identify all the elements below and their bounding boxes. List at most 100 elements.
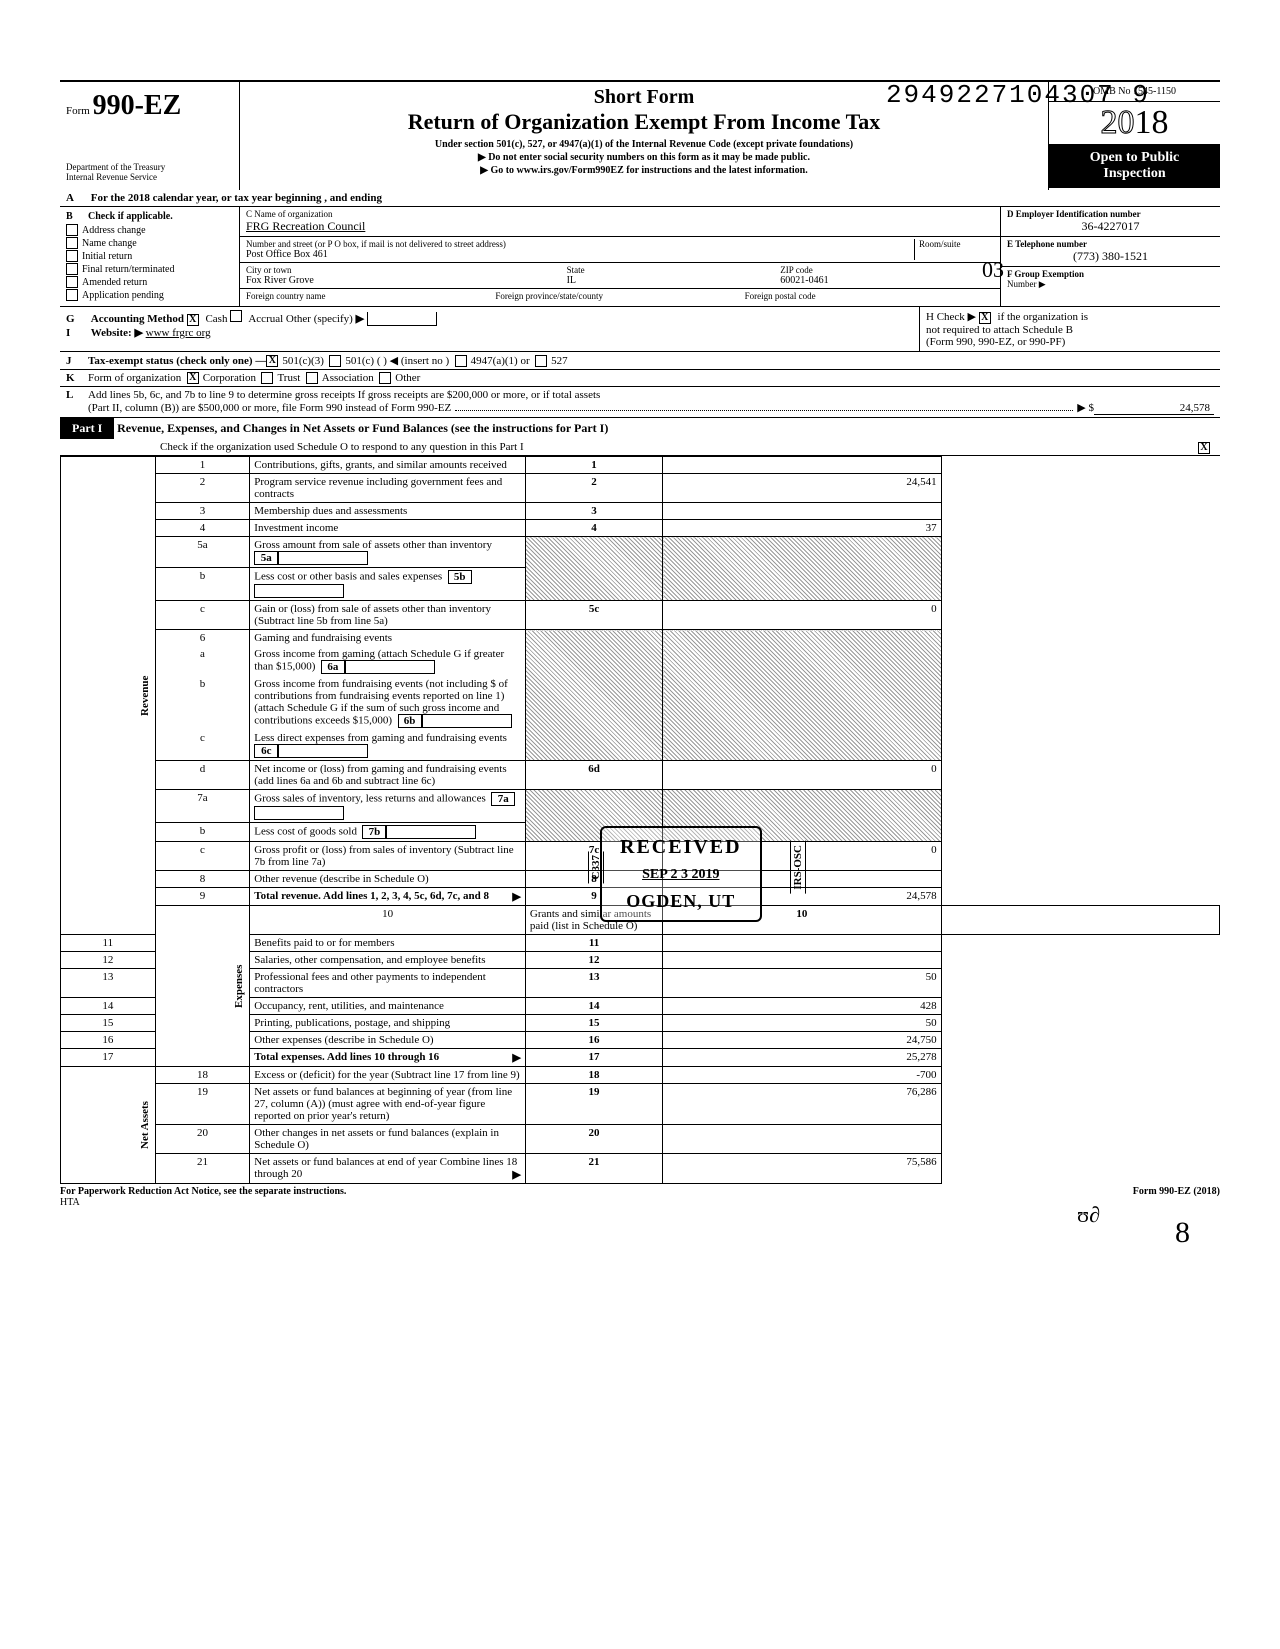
- g-other-input[interactable]: [367, 312, 437, 326]
- part1-header: Part I Revenue, Expenses, and Changes in…: [60, 418, 1220, 456]
- ln-amt: 25,278: [663, 1049, 941, 1067]
- inst2: ▶ Go to www.irs.gov/Form990EZ for instru…: [248, 165, 1040, 176]
- checkbox-icon[interactable]: [66, 224, 78, 236]
- h-row: H Check ▶ X if the organization is not r…: [920, 307, 1220, 351]
- ln-num: 13: [61, 969, 156, 998]
- ln-amt: 0: [663, 601, 941, 630]
- ln-amt: 50: [663, 1015, 941, 1032]
- sub-box[interactable]: [345, 660, 435, 674]
- b-label: Check if applicable.: [88, 211, 173, 222]
- checkbox-527[interactable]: [535, 355, 547, 367]
- checkbox-icon[interactable]: [66, 250, 78, 262]
- check-label: Name change: [82, 238, 137, 249]
- ln-desc: Contributions, gifts, grants, and simila…: [250, 457, 526, 474]
- ln-num: 17: [61, 1049, 156, 1067]
- ln-text: Less cost of goods sold: [254, 826, 357, 838]
- ln-amt: [663, 457, 941, 474]
- part1-body: Revenue 1Contributions, gifts, grants, a…: [60, 456, 1220, 1184]
- ln-num: 1: [155, 457, 250, 474]
- gross-receipts: 24,578: [1094, 402, 1214, 415]
- foreign-row: Foreign country name Foreign province/st…: [240, 289, 1000, 303]
- shaded: [525, 630, 662, 761]
- handwriting-1: ʊ∂: [1077, 1202, 1100, 1228]
- checkbox-other[interactable]: [379, 372, 391, 384]
- checkbox-assoc[interactable]: [306, 372, 318, 384]
- sub-box[interactable]: [386, 825, 476, 839]
- shaded: [663, 630, 941, 761]
- ln-num: 10: [250, 906, 526, 935]
- check-label: Final return/terminated: [82, 264, 174, 275]
- shaded: [525, 537, 662, 601]
- ln-ref: 6d: [525, 761, 662, 790]
- checkbox-accrual[interactable]: [230, 310, 242, 322]
- ln-num: 5a: [155, 537, 250, 568]
- k-other: Other: [395, 372, 420, 384]
- checkbox-4947[interactable]: [455, 355, 467, 367]
- check-address: Address change: [66, 224, 233, 236]
- ln-text: Gross amount from sale of assets other t…: [254, 539, 492, 551]
- sub-box[interactable]: [254, 584, 344, 598]
- ln-desc: Total revenue. Add lines 1, 2, 3, 4, 5c,…: [250, 888, 526, 906]
- ln-desc: Gross profit or (loss) from sales of inv…: [250, 842, 526, 871]
- form-number: 990-EZ: [93, 90, 182, 121]
- c-lbl: C Name of organization: [246, 209, 994, 219]
- g-accrual: Accrual: [248, 313, 283, 325]
- checkbox-icon[interactable]: [66, 263, 78, 275]
- checkbox-trust[interactable]: [261, 372, 273, 384]
- ln-num: b: [155, 823, 250, 842]
- zip-val: 60021-0461: [780, 275, 994, 286]
- sub-box[interactable]: [278, 551, 368, 565]
- label-i: I: [66, 327, 88, 339]
- checkbox-cash[interactable]: X: [187, 314, 199, 326]
- check-label: Address change: [82, 225, 146, 236]
- sub-box[interactable]: [278, 744, 368, 758]
- main-title: Return of Organization Exempt From Incom…: [248, 109, 1040, 135]
- row-a-text: For the 2018 calendar year, or tax year …: [91, 192, 382, 204]
- footer-hta: HTA: [60, 1197, 80, 1208]
- sub-box[interactable]: [422, 714, 512, 728]
- ln-desc: Printing, publications, postage, and shi…: [250, 1015, 526, 1032]
- checkbox-icon[interactable]: [66, 237, 78, 249]
- checkbox-h[interactable]: X: [979, 312, 991, 324]
- lines-table: Revenue 1Contributions, gifts, grants, a…: [60, 456, 1220, 1184]
- checkbox-icon[interactable]: [66, 289, 78, 301]
- ln-num: d: [155, 761, 250, 790]
- ln-amt: [663, 503, 941, 520]
- ln-num: [155, 719, 250, 730]
- checkbox-501c[interactable]: [329, 355, 341, 367]
- ln-desc: Gain or (loss) from sale of assets other…: [250, 601, 526, 630]
- ln-num: 6: [155, 630, 250, 647]
- ln-num: 7a: [155, 790, 250, 823]
- k-corp: Corporation: [203, 372, 256, 384]
- checkbox-corp[interactable]: X: [187, 372, 199, 384]
- g-cash: Cash: [205, 313, 227, 325]
- sub-box[interactable]: [254, 806, 344, 820]
- k-assoc: Association: [322, 372, 374, 384]
- checkbox-part1[interactable]: X: [1198, 442, 1210, 454]
- ln-desc: Gross income from gaming (attach Schedul…: [250, 646, 526, 676]
- checkbox-icon[interactable]: [66, 276, 78, 288]
- ln-amt: 75,586: [663, 1154, 941, 1184]
- arrow-icon: ▶: [512, 890, 520, 903]
- ln-num: a: [155, 646, 250, 676]
- stamp-date: SEP 2 3 2019: [620, 867, 742, 883]
- ln-desc: Gross income from fundraising events (no…: [250, 676, 526, 730]
- ln-num: 16: [61, 1032, 156, 1049]
- sub-ref: 5b: [448, 570, 472, 584]
- part1-label: Part I: [60, 418, 114, 439]
- zip-lbl: ZIP code: [780, 265, 994, 275]
- footer-left: For Paperwork Reduction Act Notice, see …: [60, 1186, 346, 1197]
- ln-num: 4: [155, 520, 250, 537]
- ln-text: Net assets or fund balances at end of ye…: [254, 1156, 517, 1180]
- ln-desc: Other changes in net assets or fund bala…: [250, 1125, 526, 1154]
- sub-ref: 5a: [254, 551, 278, 565]
- ln-num: b: [155, 568, 250, 601]
- checkbox-501c3[interactable]: X: [266, 355, 278, 367]
- ln-desc: Net income or (loss) from gaming and fun…: [250, 761, 526, 790]
- ln-desc: Net assets or fund balances at beginning…: [250, 1084, 526, 1125]
- website: www frgrc org: [146, 327, 211, 339]
- part1-check-text: Check if the organization used Schedule …: [160, 441, 524, 453]
- j-501c3: 501(c)(3): [282, 355, 324, 367]
- group-box: F Group Exemption Number ▶: [1001, 267, 1220, 292]
- label-l: L: [66, 389, 88, 401]
